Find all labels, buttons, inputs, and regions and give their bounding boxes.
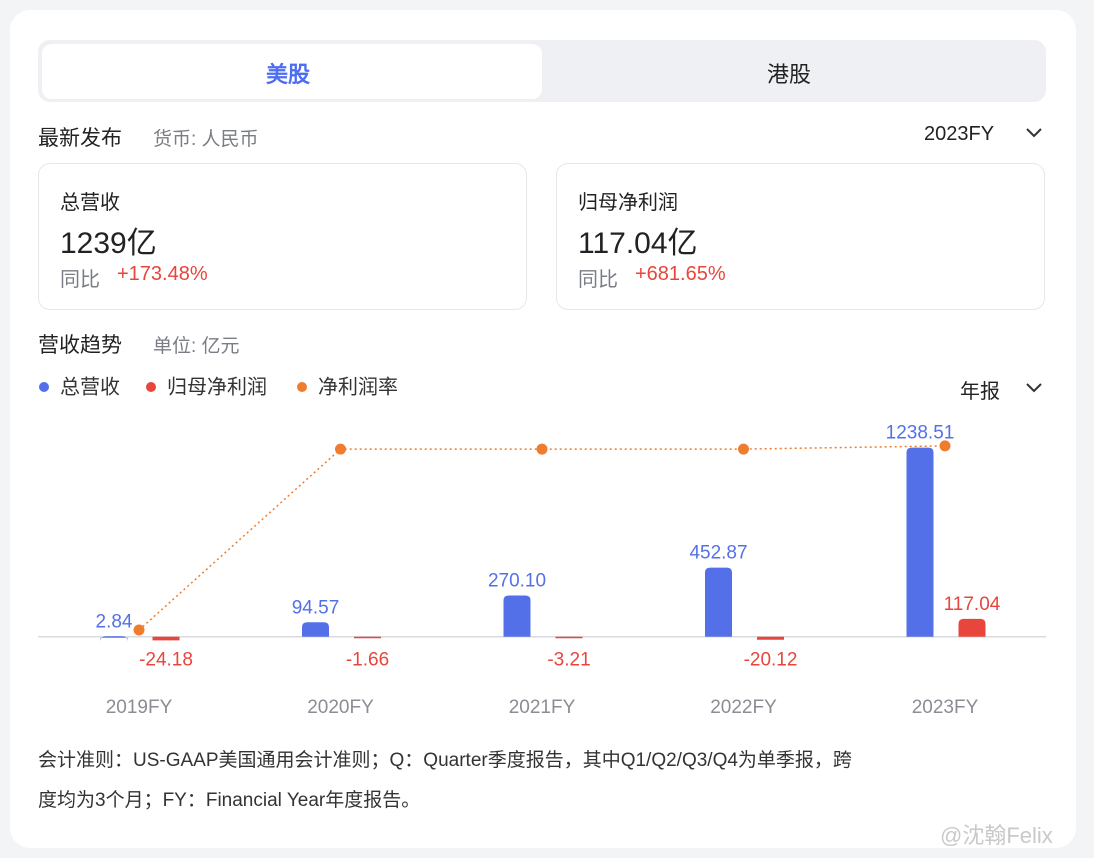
x-tick-label: 2023FY [912, 697, 979, 718]
bar [503, 595, 531, 637]
x-tick-label: 2022FY [710, 697, 777, 718]
yoy-label: 同比 [578, 269, 618, 291]
metric-value: 1239亿 [60, 227, 157, 260]
value-label: -20.12 [744, 650, 798, 671]
legend-dot [39, 382, 49, 392]
line-point [939, 440, 951, 452]
card [10, 10, 1076, 848]
period-select[interactable]: 2023FY [924, 123, 995, 145]
bar [958, 618, 986, 637]
legend-dot [297, 382, 307, 392]
bar [100, 636, 128, 642]
line-point [133, 624, 145, 636]
tab[interactable]: 美股 [266, 62, 311, 87]
value-label: 1238.51 [886, 423, 955, 444]
footnote: 会计准则：US-GAAP美国通用会计准则；Q：Quarter季度报告，其中Q1/… [38, 750, 852, 771]
yoy-value: +173.48% [117, 263, 208, 285]
value-label: -1.66 [346, 650, 389, 671]
chevron[interactable] [1024, 381, 1044, 395]
chevron[interactable] [1024, 126, 1044, 140]
metric-card [556, 163, 1045, 310]
value-label: 270.10 [488, 571, 546, 592]
x-tick-label: 2020FY [307, 697, 374, 718]
unit: 单位: 亿元 [153, 336, 240, 357]
metric-card [38, 163, 527, 310]
footnote: 度均为3个月；FY：Financial Year年度报告。 [38, 790, 421, 811]
x-tick-label: 2019FY [106, 697, 173, 718]
bar [757, 636, 784, 640]
value-label: -24.18 [139, 650, 193, 671]
period-select[interactable]: 年报 [960, 381, 1000, 403]
line-point [738, 443, 749, 455]
legend-label: 总营收 [60, 375, 120, 398]
metric-label: 总营收 [60, 192, 120, 214]
line [138, 445, 946, 631]
value-label: 452.87 [689, 543, 747, 564]
bar [906, 447, 934, 637]
legend-dot [146, 382, 156, 392]
line-point [536, 443, 548, 455]
yoy-value: +681.65% [635, 263, 726, 285]
active-tab-bg [42, 44, 542, 99]
legend-label: 归母净利润 [167, 375, 267, 398]
bar [152, 636, 180, 641]
tab-bar [38, 40, 1046, 102]
currency: 货币: 人民币 [153, 129, 259, 150]
bar [705, 567, 732, 637]
value-label: 94.57 [292, 597, 340, 618]
tab[interactable]: 港股 [767, 62, 812, 87]
watermark: @沈翰Felix [940, 823, 1053, 848]
legend-label: 净利润率 [318, 375, 398, 398]
bar [354, 636, 381, 639]
metric-label: 归母净利润 [578, 192, 678, 214]
yoy-label: 同比 [60, 269, 100, 291]
x-tick-label: 2021FY [509, 697, 576, 718]
value-label: -3.21 [547, 650, 590, 671]
value-label: 117.04 [944, 594, 1001, 615]
metric-value: 117.04亿 [578, 227, 698, 260]
section-title: 最新发布 [38, 127, 122, 150]
bar [555, 636, 583, 639]
value-label: 2.84 [96, 611, 133, 632]
section-title: 营收趋势 [38, 334, 122, 357]
line-point [335, 443, 346, 455]
bar [302, 622, 329, 637]
